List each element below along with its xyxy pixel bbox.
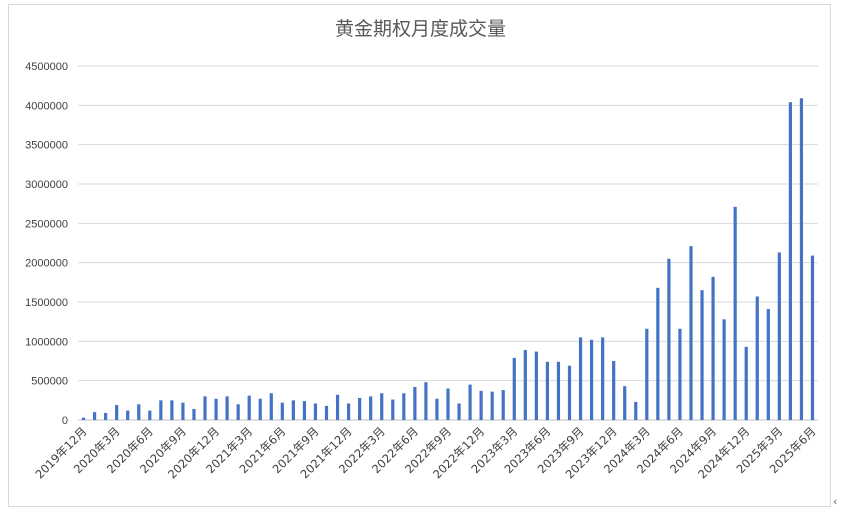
bar [380, 393, 384, 420]
bar [810, 255, 815, 420]
bar [711, 276, 715, 420]
bar [258, 398, 262, 420]
bar [313, 403, 318, 420]
bar [612, 361, 616, 420]
bar [501, 390, 505, 420]
bar [788, 102, 792, 420]
bar [678, 328, 682, 420]
bar [634, 401, 638, 420]
bar [667, 258, 671, 420]
bar [92, 412, 97, 420]
bar [556, 361, 561, 420]
bar [347, 403, 351, 420]
bar [225, 396, 229, 420]
bar [104, 412, 108, 420]
bar [369, 396, 373, 420]
bar [280, 402, 284, 420]
bar [645, 328, 649, 420]
bar [358, 397, 362, 420]
bar [589, 339, 594, 420]
bar [159, 400, 163, 420]
bar [170, 400, 174, 420]
bar [722, 319, 726, 420]
chart-frame [8, 4, 831, 507]
bar [534, 351, 538, 420]
bar [689, 246, 693, 420]
bar [766, 309, 770, 420]
y-tick-label: 0 [62, 415, 68, 427]
bar [291, 400, 295, 420]
bar [435, 398, 439, 420]
y-tick-label: 2500000 [25, 218, 68, 230]
bar [799, 98, 804, 420]
bar [137, 404, 141, 420]
bar [335, 394, 340, 420]
bar [700, 290, 704, 420]
bar [302, 401, 307, 420]
bar [457, 403, 461, 420]
bar [324, 405, 329, 420]
y-tick-label: 2000000 [25, 258, 68, 270]
bar [424, 382, 428, 420]
bar [468, 384, 472, 420]
bar [181, 402, 185, 420]
chart-title: 黄金期权月度成交量 [334, 18, 506, 40]
bar [578, 337, 583, 420]
bar [523, 349, 527, 420]
bar [81, 417, 86, 420]
bar [203, 396, 207, 420]
bar [402, 393, 406, 420]
y-tick-label: 3000000 [25, 179, 68, 191]
bar [269, 393, 273, 420]
y-tick-label: 1500000 [25, 297, 68, 309]
bar [755, 296, 759, 420]
bar [777, 252, 781, 420]
bar [656, 287, 660, 420]
bar [126, 410, 130, 420]
bar [479, 390, 483, 420]
bar [490, 391, 494, 420]
bar [446, 388, 450, 420]
bar [214, 398, 218, 420]
bar [623, 386, 627, 420]
y-tick-label: 1000000 [25, 336, 68, 348]
bar [115, 405, 119, 420]
y-tick-label: 4000000 [25, 100, 68, 112]
bar [247, 395, 251, 420]
bar [148, 410, 152, 420]
bar [413, 386, 417, 420]
y-tick-label: 4500000 [25, 61, 68, 73]
bar [601, 337, 605, 420]
y-tick-label: 3500000 [25, 140, 68, 152]
bar [545, 361, 549, 420]
bar [567, 365, 572, 420]
bar [192, 408, 196, 420]
bar [391, 399, 395, 420]
collapse-arrow-icon: ‹ [833, 495, 838, 508]
bar [744, 346, 748, 420]
bar [512, 357, 516, 420]
y-tick-label: 500000 [31, 376, 68, 388]
bar [733, 206, 737, 420]
bar [236, 404, 240, 420]
